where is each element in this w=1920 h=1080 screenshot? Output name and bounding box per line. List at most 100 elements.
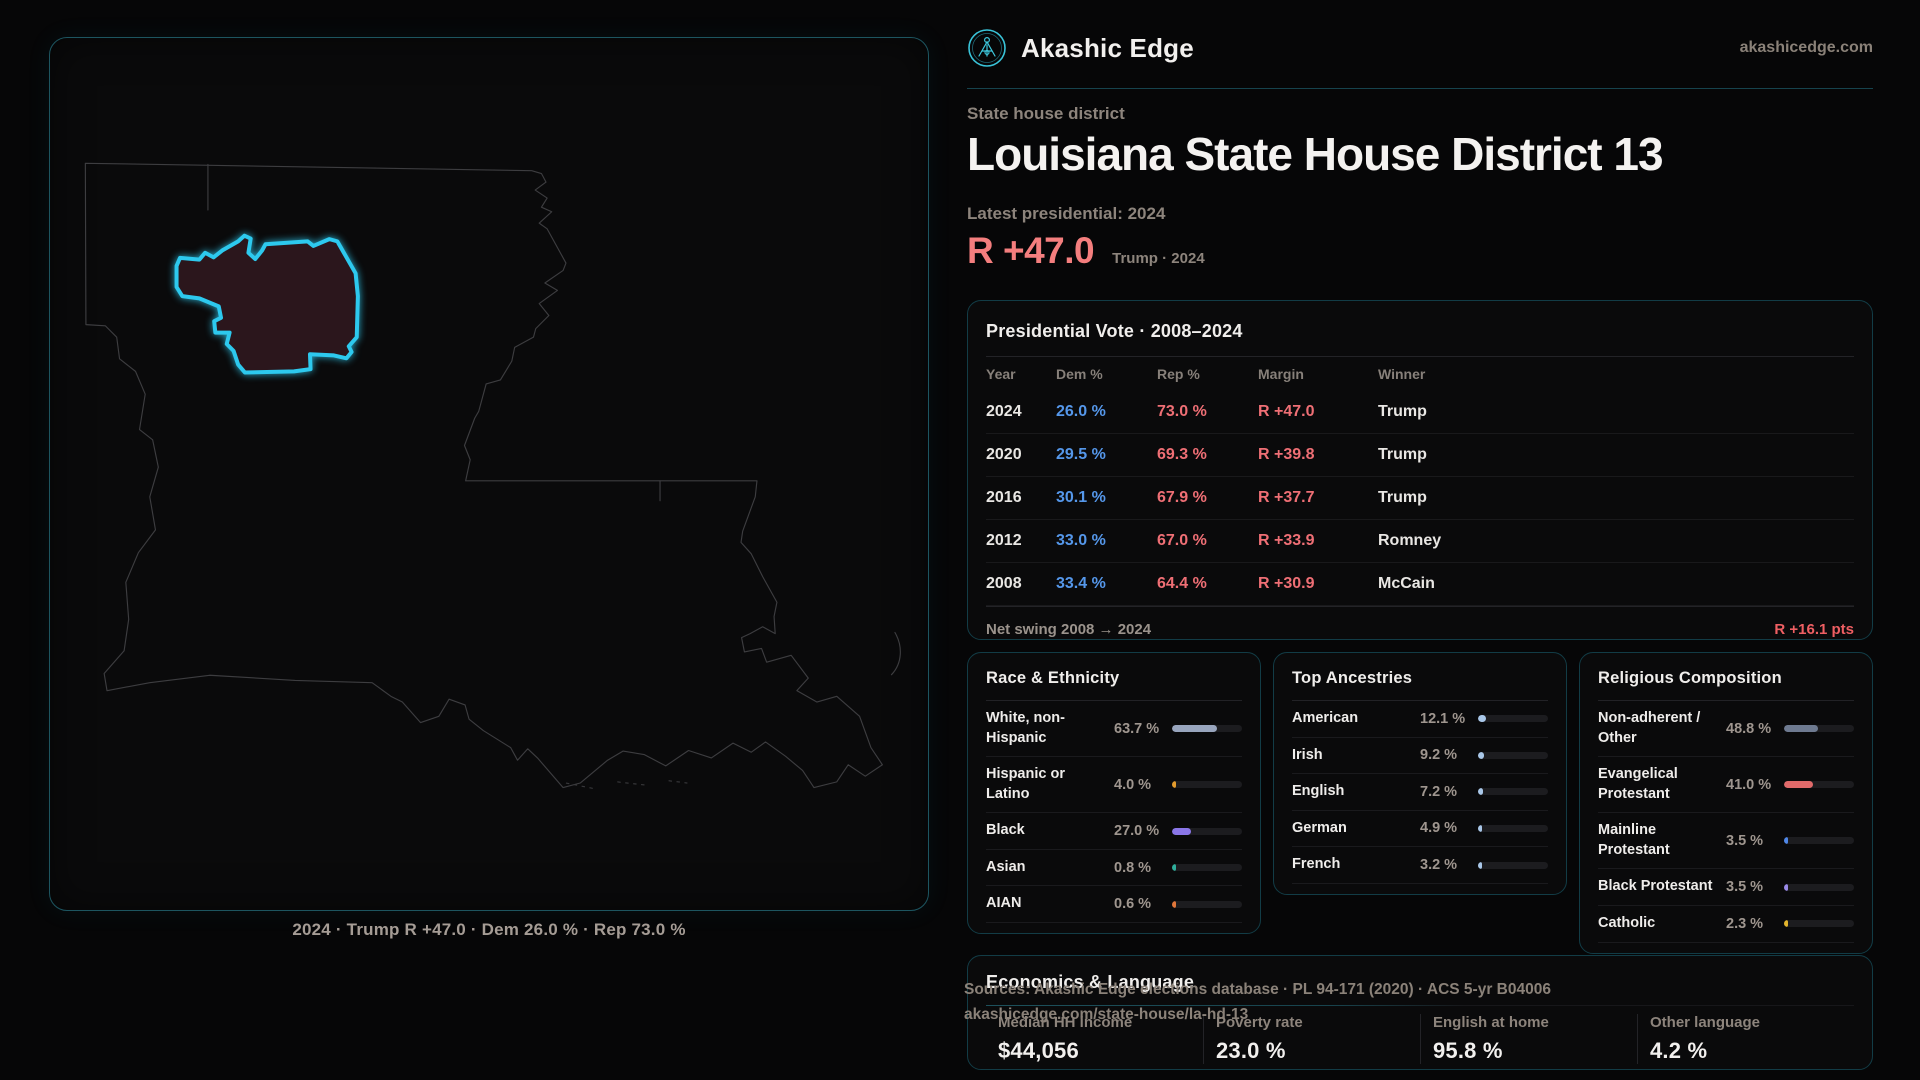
table-row: 2012 33.0 % 67.0 % R +33.9 Romney [986,520,1854,563]
year-cell: 2016 [986,489,1022,506]
stat-bar-track [1172,864,1242,872]
stat-value: 0.8 % [1114,859,1152,876]
district-type-kicker: State house district [967,104,1125,123]
divider [986,606,1854,607]
stat-value: 7.2 % [1420,783,1458,800]
stat-bar-fill [1478,715,1487,723]
stat-label: Black Protestant [1598,878,1713,895]
dem-cell: 33.0 % [1056,532,1106,549]
stat-value: 27.0 % [1114,823,1160,840]
table-header-row: Year Dem % Rep % Margin Winner [986,357,1854,391]
stat-row: Mainline Protestant 3.5 % [1598,813,1854,870]
col-dem: Dem % [1056,366,1103,382]
stat-label: Catholic [1598,914,1656,931]
race-panel-title: Race & Ethnicity [986,669,1120,687]
stat-label: White, non-Hispanic [986,710,1065,746]
winner-cell: Trump [1378,403,1427,420]
stat-row: Irish 9.2 % [1292,738,1548,775]
stat-bar-fill [1172,900,1176,908]
latest-presidential-label: Latest presidential: 2024 [967,204,1166,223]
stat-value: 0.6 % [1114,896,1152,913]
page-title: Louisiana State House District 13 [967,128,1664,180]
stat-label: Asian [986,858,1026,875]
stat-label: English at home [1433,1014,1549,1031]
dem-cell: 26.0 % [1056,403,1106,420]
rep-cell: 67.0 % [1157,532,1207,549]
stat-value: 4.2 % [1650,1038,1708,1063]
stat-bar-track [1478,824,1548,832]
stat-row: Hispanic or Latino 4.0 % [986,757,1242,814]
header-divider [967,88,1873,89]
stat-value: 41.0 % [1726,776,1772,793]
stat-label: German [1292,819,1347,836]
stat-bar-fill [1478,824,1482,832]
stat-value: 63.7 % [1114,720,1160,737]
headline-margin-row: R +47.0 Trump · 2024 [967,230,1205,272]
stat-bar-fill [1784,725,1819,733]
economics-panel-title: Economics & Language [986,972,1195,992]
stat-row: White, non-Hispanic 63.7 % [986,701,1242,758]
presidential-vote-title: Presidential Vote · 2008–2024 [986,321,1243,341]
stat-row: Black 27.0 % [986,813,1242,850]
stat-bar-fill [1172,827,1191,835]
stat-bar-track [1172,900,1242,908]
divider [986,356,1854,357]
col-year: Year [986,366,1016,382]
state-outline [84,162,901,790]
demographics-row: Race & Ethnicity White, non-Hispanic 63.… [967,652,1873,954]
stat-row: Evangelical Protestant 41.0 % [1598,757,1854,814]
stat-label: Poverty rate [1216,1014,1303,1031]
margin-cell: R +39.8 [1258,446,1315,463]
net-swing-label: Net swing 2008 → 2024 [986,620,1152,638]
stat-label: American [1292,710,1359,726]
divider [1598,700,1854,701]
net-swing-row: Net swing 2008 → 2024 R +16.1 pts [986,607,1854,651]
stat-bar-fill [1784,837,1788,845]
stat-bar-track [1172,781,1242,789]
economics-language-panel: Economics & Language Median HH income $4… [967,955,1873,1070]
stat-bar-track [1172,827,1242,835]
rep-cell: 67.9 % [1157,489,1207,506]
stat-bar-track [1784,725,1854,733]
stat-bar-fill [1172,864,1176,872]
stat-bar-fill [1478,788,1484,796]
stat-row: AIAN 0.6 % [986,886,1242,923]
stat-label: Evangelical Protestant [1598,766,1678,802]
detail-column: Akashic Edge akashicedge.com State house… [964,0,1873,1080]
stat-value: 23.0 % [1216,1038,1286,1063]
margin-cell: R +30.9 [1258,575,1315,592]
akashic-edge-logo-icon [967,28,1007,68]
stat-value: 4.0 % [1114,776,1152,793]
stat-cell: English at home 95.8 % [1420,1014,1637,1064]
stat-row: American 12.1 % [1292,701,1548,738]
divider [986,1005,1854,1006]
dem-cell: 33.4 % [1056,575,1106,592]
winner-cell: McCain [1378,575,1435,592]
table-row: 2008 33.4 % 64.4 % R +30.9 McCain [986,563,1854,606]
brand-domain-link[interactable]: akashicedge.com [1739,39,1873,56]
stat-bar-fill [1784,781,1813,789]
stat-row: Catholic 2.3 % [1598,906,1854,943]
col-margin: Margin [1258,366,1304,382]
race-ethnicity-panel: Race & Ethnicity White, non-Hispanic 63.… [967,652,1261,934]
winner-cell: Romney [1378,532,1442,549]
religion-panel-title: Religious Composition [1598,669,1782,687]
net-swing-value: R +16.1 pts [1774,620,1854,638]
stat-bar-track [1784,781,1854,789]
stat-label: French [1292,856,1341,873]
table-row: 2016 30.1 % 67.9 % R +37.7 Trump [986,477,1854,520]
stat-value: 4.9 % [1420,820,1458,837]
stat-label: Black [986,822,1025,839]
religious-composition-panel: Religious Composition Non-adherent / Oth… [1579,652,1873,954]
stat-value: 2.3 % [1726,915,1764,932]
economics-stats: Median HH income $44,056 Poverty rate 23… [986,1014,1854,1064]
stat-value: 48.8 % [1726,720,1772,737]
table-row: 2024 26.0 % 73.0 % R +47.0 Trump [986,391,1854,434]
brand-header: Akashic Edge akashicedge.com [967,28,1873,68]
stat-label: English [1292,783,1345,800]
stat-value: $44,056 [998,1038,1079,1063]
district-13-shape[interactable] [174,233,360,375]
stat-value: 3.5 % [1726,879,1764,896]
stat-bar-track [1478,861,1548,869]
